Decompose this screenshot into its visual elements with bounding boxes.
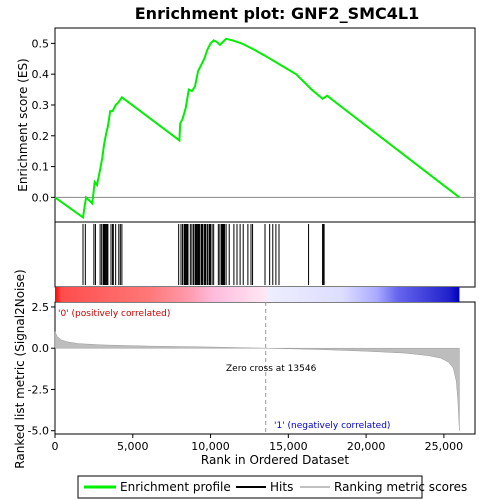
x-tick-label: 5,000 [117, 440, 149, 453]
rank-heatmap-bar [55, 287, 460, 302]
hit-marks [82, 224, 325, 285]
axis-ticks: 0 5,000 10,000 15,000 20,000 25,000 0.0 0.1 0.2 0… [28, 37, 464, 453]
x-axis-label: Rank in Ordered Dataset [201, 453, 349, 467]
x-tick-label: 25,000 [425, 440, 464, 453]
enrichment-profile-curve [54, 37, 461, 220]
legend: Enrichment profile Hits Ranking metric s… [77, 475, 467, 499]
chart-title: Enrichment plot: GNF2_SMC4L1 [135, 4, 419, 23]
x-tick-label: 15,000 [269, 440, 308, 453]
metric-y-axis-label: Ranked list metric (Signal2Noise) [13, 269, 27, 468]
es-y-tick-label: 0.2 [32, 130, 50, 143]
metric-y-tick-label: -5.0 [28, 425, 49, 438]
metric-y-tick-label: 2.5 [32, 301, 50, 314]
metric-y-tick-label: -2.5 [28, 383, 49, 396]
x-tick-label: 10,000 [191, 440, 230, 453]
enrichment-profile-line [54, 37, 461, 220]
es-y-tick-label: 0.5 [32, 37, 50, 50]
ranking-metric-area [54, 302, 460, 434]
es-panel [54, 27, 476, 223]
metric-panel [54, 301, 476, 435]
negative-correlation-label: '1' (negatively correlated) [274, 421, 390, 431]
es-y-tick-label: 0.1 [32, 161, 50, 174]
zero-cross-label: Zero cross at 13546 [226, 364, 317, 374]
metric-y-tick-label: 0.0 [32, 342, 50, 355]
es-y-axis-label: Enrichment score (ES) [16, 58, 30, 191]
es-y-tick-label: 0.3 [32, 99, 50, 112]
positive-correlation-label: '0' (positively correlated) [58, 309, 170, 319]
es-y-tick-label: 0.0 [32, 191, 50, 204]
legend-label-enrichment: Enrichment profile [120, 480, 231, 494]
x-tick-label: 0 [52, 440, 59, 453]
legend-label-hits: Hits [270, 480, 293, 494]
heatmap-strip [55, 287, 460, 302]
es-y-tick-label: 0.4 [32, 68, 50, 81]
legend-label-metric: Ranking metric scores [334, 480, 467, 494]
x-tick-label: 20,000 [347, 440, 386, 453]
ranking-metric-fill [54, 331, 460, 431]
